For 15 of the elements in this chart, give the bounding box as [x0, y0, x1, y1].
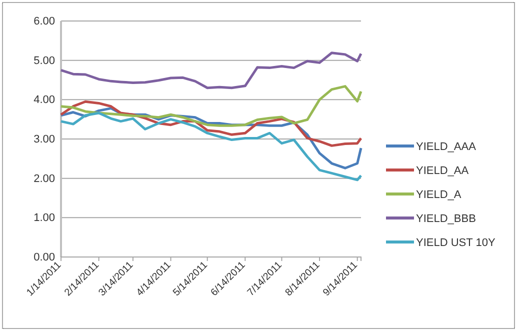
y-tick-label: 0.00: [34, 252, 55, 264]
y-tick-label: 2.00: [34, 172, 55, 185]
y-tick-label: 5.00: [34, 54, 55, 67]
y-tick-label: 3.00: [34, 134, 55, 146]
legend-label: YIELD_AA: [416, 164, 470, 177]
y-tick-label: 4.00: [34, 94, 55, 106]
legend-label: YIELD_AAA: [416, 140, 477, 153]
legend-label: YIELD_A: [416, 188, 462, 201]
legend-label: YIELD_BBB: [416, 212, 476, 225]
line-series: [60, 52, 362, 90]
y-tick-label: 1.00: [34, 212, 55, 224]
y-tick-label: 6.00: [34, 16, 55, 28]
line-series: [60, 112, 362, 182]
legend-label: YIELD UST 10Y: [416, 236, 496, 249]
line-series: [60, 85, 362, 127]
